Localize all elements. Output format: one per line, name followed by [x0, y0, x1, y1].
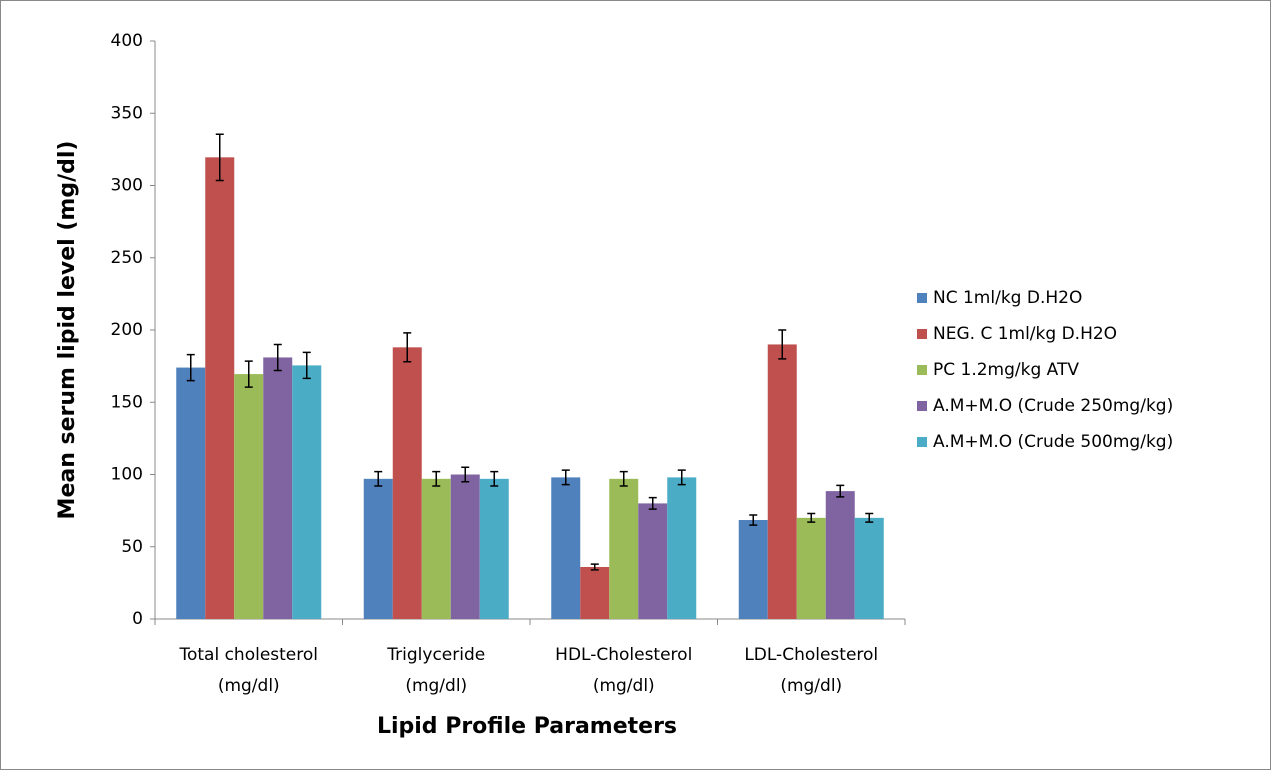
bar [580, 566, 610, 619]
y-tick-label: 350 [111, 103, 143, 123]
y-axis-title: Mean serum lipid level (mg/dl) [55, 141, 80, 520]
bar [551, 477, 581, 619]
error-bar [461, 466, 470, 483]
error-bar [432, 470, 441, 487]
error-bar [561, 469, 570, 486]
y-tick-label: 150 [111, 392, 143, 412]
legend-swatch [917, 401, 927, 411]
bar [234, 374, 264, 619]
bar [667, 477, 697, 619]
bar [421, 478, 451, 619]
bar [825, 491, 855, 619]
legend-swatch [917, 365, 927, 375]
error-bar [865, 512, 874, 523]
x-tick-label: Total cholesterol [178, 645, 318, 665]
y-tick-label: 100 [111, 465, 143, 485]
bar [796, 517, 826, 619]
error-bar [403, 332, 412, 363]
error-bar [374, 470, 383, 487]
error-bar [302, 351, 311, 380]
error-bar [619, 470, 628, 487]
y-tick-label: 200 [111, 320, 143, 340]
bar [292, 365, 322, 619]
bar [479, 478, 509, 619]
error-bar [778, 329, 787, 360]
bar [738, 520, 768, 619]
y-tick-label: 300 [111, 176, 143, 196]
legend-label: NC 1ml/kg D.H2O [933, 288, 1082, 308]
error-bar [490, 470, 499, 487]
x-tick-label: (mg/dl) [780, 676, 842, 696]
bar [609, 478, 639, 619]
bar [263, 357, 293, 619]
x-tick-label: LDL-Cholesterol [744, 645, 878, 665]
error-bar [648, 496, 657, 510]
error-bar [186, 353, 195, 382]
x-tick-label: (mg/dl) [405, 676, 467, 696]
bar [767, 344, 797, 619]
y-tick-label: 0 [132, 609, 143, 629]
x-tick-label: (mg/dl) [218, 676, 280, 696]
error-bar [749, 514, 758, 526]
error-bar [273, 343, 282, 372]
bar [854, 517, 884, 619]
error-bar [215, 133, 224, 182]
error-bar [836, 484, 845, 498]
x-axis-title: Lipid Profile Parameters [377, 714, 677, 739]
legend-label: A.M+M.O (Crude 250mg/kg) [933, 396, 1173, 416]
bar [363, 478, 393, 619]
error-bar [807, 512, 816, 523]
error-bar [677, 469, 686, 486]
y-tick-label: 50 [121, 537, 143, 557]
x-tick-label: (mg/dl) [593, 676, 655, 696]
legend-label: A.M+M.O (Crude 500mg/kg) [933, 432, 1173, 452]
error-bar [244, 360, 253, 388]
x-tick-label: HDL-Cholesterol [555, 645, 692, 665]
x-tick-label: Triglyceride [386, 645, 485, 665]
y-tick-label: 250 [111, 248, 143, 268]
y-tick-label: 400 [111, 31, 143, 51]
bar [450, 474, 480, 619]
legend-label: PC 1.2mg/kg ATV [933, 360, 1079, 380]
legend-swatch [917, 293, 927, 303]
legend-swatch [917, 437, 927, 447]
error-bar [590, 563, 599, 571]
bar [176, 367, 206, 619]
bar [638, 503, 668, 619]
legend-swatch [917, 329, 927, 339]
bar [392, 347, 422, 619]
legend-label: NEG. C 1ml/kg D.H2O [933, 324, 1117, 344]
bar [205, 157, 235, 619]
